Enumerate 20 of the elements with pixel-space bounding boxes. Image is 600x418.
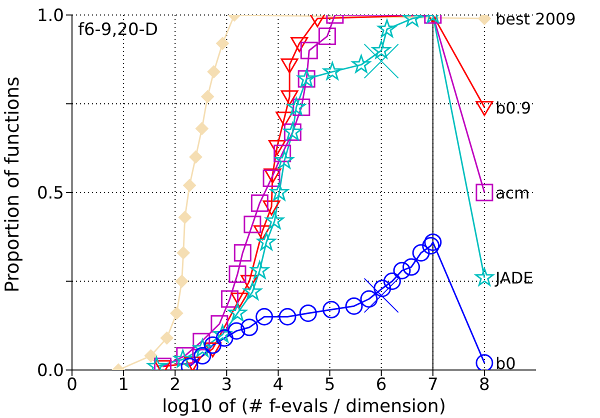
- x-tick-label: 3: [221, 375, 232, 396]
- x-tick-label: 4: [272, 375, 284, 396]
- series-label: b0: [495, 354, 516, 373]
- x-tick-label: 1: [118, 375, 129, 396]
- y-tick-label: 0.0: [36, 361, 64, 382]
- x-tick-label: 6: [376, 375, 387, 396]
- series-label: JADE: [494, 268, 534, 288]
- series-label: acm: [495, 184, 530, 202]
- y-axis-title: Proportion of functions: [2, 76, 24, 292]
- x-tick-label: 0: [66, 375, 78, 396]
- x-tick-label: 7: [427, 375, 438, 396]
- annotation: f6-9,20-D: [78, 20, 158, 40]
- y-tick-label: 0.5: [36, 184, 64, 204]
- series-label: best 2009: [495, 10, 576, 29]
- x-tick-label: 5: [324, 375, 336, 396]
- y-tick-label: 1.0: [36, 6, 64, 26]
- x-tick-label: 2: [170, 375, 181, 396]
- series-label: b0.9: [495, 98, 532, 118]
- x-tick-label: 8: [479, 375, 490, 396]
- x-axis-title: log10 of (# f-evals / dimension): [162, 396, 446, 417]
